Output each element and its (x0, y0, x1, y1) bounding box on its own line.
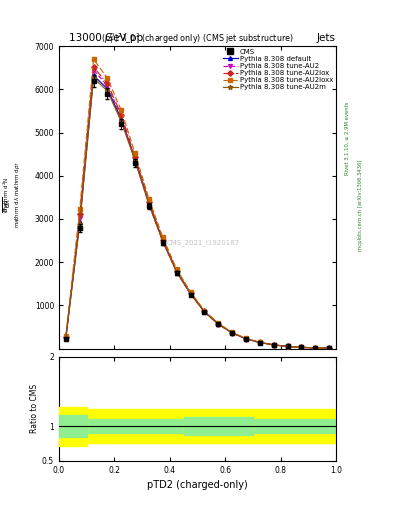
Bar (59, 409, 336, 443)
Text: $\frac{1}{\sigma}\frac{d\sigma}{d\lambda}$: $\frac{1}{\sigma}\frac{d\sigma}{d\lambda… (0, 197, 13, 213)
Legend: CMS, Pythia 8.308 default, Pythia 8.308 tune-AU2, Pythia 8.308 tune-AU2lox, Pyth: CMS, Pythia 8.308 default, Pythia 8.308 … (221, 48, 334, 92)
Title: $(p_T^D)^2\lambda\_0^2$ (charged only) (CMS jet substructure): $(p_T^D)^2\lambda\_0^2$ (charged only) (… (101, 31, 294, 46)
Bar (59, 419, 336, 433)
X-axis label: pTD2 (charged-only): pTD2 (charged-only) (147, 480, 248, 490)
Text: CMS_2021_I1920187: CMS_2021_I1920187 (166, 240, 240, 246)
Text: mcplots.cern.ch [arXiv:1306.3436]: mcplots.cern.ch [arXiv:1306.3436] (358, 159, 363, 250)
Y-axis label: Ratio to CMS: Ratio to CMS (30, 384, 39, 433)
Text: Rivet 3.1.10, ≥ 2.9M events: Rivet 3.1.10, ≥ 2.9M events (345, 101, 350, 175)
Text: mathrm d$^2$N
mathrm d$\lambda$ mathrm d$p_T$: mathrm d$^2$N mathrm d$\lambda$ mathrm d… (2, 161, 22, 228)
Text: 13000 GeV pp: 13000 GeV pp (69, 33, 143, 44)
Text: Jets: Jets (317, 33, 336, 44)
